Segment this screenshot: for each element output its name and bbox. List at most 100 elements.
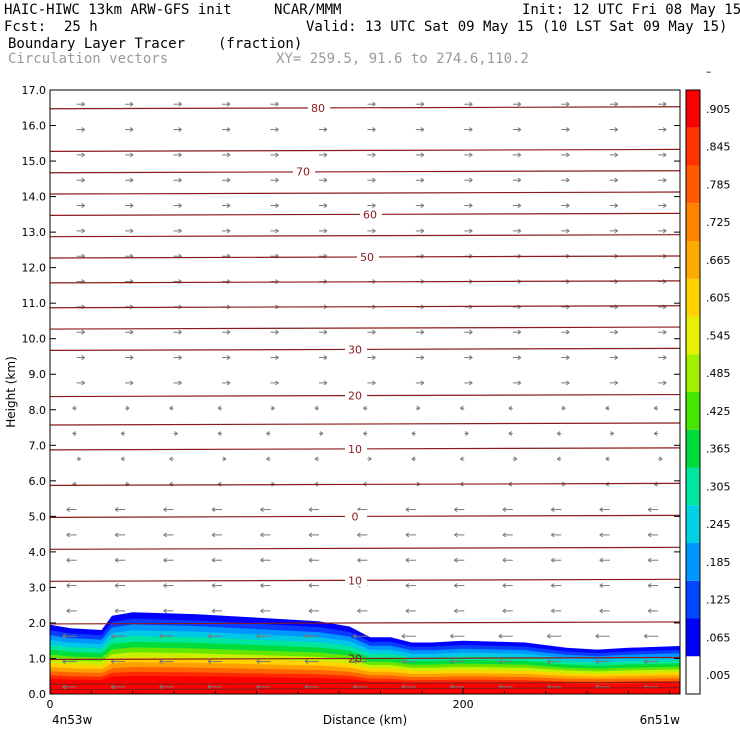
vector-arrowhead [565,203,570,208]
init-time: Init: 12 UTC Fri 08 May 15 [522,2,740,18]
colorbar-label: .065 [706,631,731,644]
vector-arrowhead [226,329,231,335]
vector-arrowhead [565,380,570,386]
vector-arrowhead [226,177,231,183]
vector-arrowhead [517,152,522,158]
vector-arrowhead [556,456,561,462]
vector-arrowhead [163,507,167,512]
vector-arrowhead [169,456,173,462]
vector-arrowhead [420,127,425,132]
colorbar-segment [686,580,700,619]
x-tick-label: 200 [453,698,474,711]
vector-arrowhead [502,583,507,588]
vector-arrowhead [653,405,658,411]
vector-arrowhead [110,659,115,664]
vector-arrowhead [62,633,66,639]
temperature-contour [50,234,680,238]
vector-arrowhead [159,659,163,664]
vector-arrowhead [550,507,555,512]
vector-arrowhead [260,557,264,563]
vector-arrowhead [647,608,652,614]
model-title: HAIC-HIWC 13km ARW-GFS init [4,2,232,18]
vector-arrowhead [454,583,458,588]
vector-arrowhead [66,583,70,588]
vector-arrowhead [81,101,85,107]
vector-arrowhead [605,405,610,411]
vector-arrowhead [469,228,473,234]
vector-arrowhead [372,203,376,208]
vector-arrowhead [610,431,615,436]
vector-arrowhead [614,177,619,183]
colorbar-segment [686,241,700,279]
valid-time: Valid: 13 UTC Sat 09 May 15 (10 LST Sat … [306,19,728,35]
vector-arrowhead [420,152,425,158]
vector-arrowhead [319,431,324,436]
temperature-contour [50,326,680,330]
colorbar-label: .785 [706,178,731,191]
vector-arrowhead [207,633,212,639]
vector-arrowhead [271,405,275,411]
vector-arrowhead [561,405,566,411]
vector-arrowhead [469,203,473,208]
vector-arrowhead [550,557,555,563]
vector-arrowhead [81,203,85,208]
vector-arrowhead [226,101,231,107]
vector-arrowhead [129,380,134,386]
vector-arrowhead [114,507,119,512]
y-tick-label: 3.0 [29,581,47,594]
contour-label-bg [345,510,367,523]
vector-arrowhead [508,431,513,436]
vector-arrowhead [420,355,425,360]
temperature-contour [50,148,680,152]
vector-arrowhead [217,431,222,436]
colorbar-label: .245 [706,518,731,531]
vector-arrowhead [420,380,425,386]
vector-arrowhead [66,532,70,538]
colorbar-segment [686,316,700,355]
vector-arrowhead [163,532,167,538]
vector-arrowhead [614,380,619,386]
colorbar-segment [686,127,700,166]
temperature-contour [50,681,680,685]
vector-arrowhead [454,507,458,512]
vector-arrowhead [114,557,119,563]
vector-arrowhead [81,152,85,158]
vector-arrowhead [178,380,182,386]
vector-arrowhead [353,659,357,664]
x-axis-label: Distance (km) [323,713,407,727]
vector-arrowhead [372,177,376,183]
colorbar-label: .485 [706,367,731,380]
vector-arrowhead [643,659,648,664]
vector-arrowhead [662,152,667,158]
vector-arrowhead [643,633,648,639]
x-endpoint-right: 6n51w [640,713,681,727]
colorbar-segment [686,392,700,430]
temperature-contour [50,280,680,284]
y-tick-label: 9.0 [29,368,47,381]
colorbar-segment [686,467,700,506]
y-tick-label: 11.0 [22,297,47,310]
vector-arrowhead [178,329,182,335]
vector-arrowhead [260,507,264,512]
vector-arrowhead [363,405,367,411]
colorbar-label: .425 [706,405,731,418]
colorbar-label: .665 [706,254,731,267]
vector-arrowhead [595,659,600,664]
vector-arrowhead [517,203,522,208]
vector-arrowhead [159,684,163,690]
vector-arrowhead [304,633,309,639]
vector-arrowhead [372,329,376,335]
vector-arrowhead [565,228,570,234]
vector-arrowhead [662,380,667,386]
contour-label-bg [345,442,367,455]
vector-arrowhead [599,557,604,563]
contour-label: 20 [348,652,362,665]
vector-arrowhead [72,431,76,436]
vector-arrowhead [256,659,260,664]
vector-arrowhead [420,101,425,107]
vector-arrowhead [323,380,328,386]
vector-arrowhead [308,532,313,538]
vector-arrowhead [614,228,619,234]
vector-arrowhead [66,557,70,563]
vector-arrowhead [647,507,652,512]
